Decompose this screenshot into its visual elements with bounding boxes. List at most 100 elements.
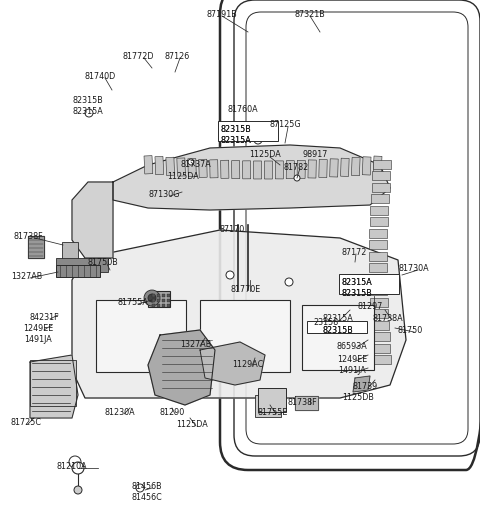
Bar: [373, 156, 382, 175]
Text: 82315B: 82315B: [221, 125, 252, 134]
Bar: [96, 300, 186, 372]
Bar: [152, 299, 155, 302]
Bar: [370, 309, 388, 318]
Bar: [308, 160, 316, 178]
Bar: [372, 343, 390, 353]
Text: 1125DB: 1125DB: [342, 393, 374, 402]
Text: 87130G: 87130G: [148, 190, 180, 199]
Text: 87191B: 87191B: [206, 10, 238, 19]
Text: 1125DA: 1125DA: [249, 150, 281, 159]
Bar: [221, 160, 229, 178]
Bar: [370, 206, 388, 215]
Text: 87172: 87172: [341, 248, 367, 257]
Text: 82315A: 82315A: [342, 278, 372, 287]
Circle shape: [254, 136, 262, 144]
Polygon shape: [353, 376, 370, 392]
Text: 81740D: 81740D: [84, 72, 116, 81]
Bar: [369, 252, 387, 261]
Text: 87125G: 87125G: [269, 120, 301, 129]
Bar: [372, 332, 390, 341]
Bar: [30, 360, 76, 406]
Text: 81456B: 81456B: [132, 482, 162, 491]
Bar: [372, 183, 390, 192]
Bar: [330, 159, 338, 177]
Circle shape: [144, 290, 160, 306]
Bar: [369, 263, 387, 272]
Circle shape: [285, 278, 293, 286]
Bar: [297, 160, 305, 179]
Text: 82315A: 82315A: [221, 136, 252, 145]
FancyBboxPatch shape: [339, 274, 399, 294]
Polygon shape: [148, 330, 215, 405]
Text: 84231F: 84231F: [29, 313, 59, 322]
Bar: [162, 299, 165, 302]
Text: 1491JA: 1491JA: [338, 366, 366, 375]
Text: 81750: 81750: [397, 326, 422, 335]
Polygon shape: [28, 236, 44, 258]
Bar: [155, 156, 164, 175]
Text: 81738F: 81738F: [287, 398, 317, 407]
Bar: [242, 161, 251, 179]
Text: 1125DA: 1125DA: [167, 172, 199, 181]
Bar: [371, 194, 389, 203]
Bar: [302, 305, 374, 370]
Bar: [258, 388, 286, 412]
Text: 1327AB: 1327AB: [180, 340, 212, 349]
Bar: [167, 299, 170, 302]
Bar: [264, 161, 273, 179]
Text: 82315B: 82315B: [72, 96, 103, 105]
Bar: [166, 157, 175, 176]
Text: 81739: 81739: [352, 382, 378, 391]
Text: 98917: 98917: [302, 150, 328, 159]
Bar: [199, 159, 207, 177]
Text: 81290: 81290: [159, 408, 185, 417]
Polygon shape: [72, 182, 113, 258]
Text: 81750B: 81750B: [88, 258, 119, 267]
Polygon shape: [295, 396, 318, 410]
Bar: [341, 158, 349, 177]
Bar: [167, 294, 170, 297]
Text: 81755A: 81755A: [118, 298, 148, 307]
Bar: [232, 160, 240, 179]
Text: 81755E: 81755E: [258, 408, 288, 417]
Bar: [148, 291, 170, 307]
Circle shape: [294, 175, 300, 181]
Bar: [371, 320, 389, 330]
Text: 23158: 23158: [313, 318, 338, 327]
Circle shape: [226, 271, 234, 279]
Text: 82315B: 82315B: [342, 289, 372, 298]
Bar: [373, 160, 391, 169]
Polygon shape: [72, 230, 406, 398]
Polygon shape: [30, 355, 78, 418]
Bar: [255, 395, 281, 417]
Bar: [370, 229, 387, 238]
Text: 82315A: 82315A: [72, 107, 103, 116]
Bar: [152, 294, 155, 297]
Bar: [319, 159, 327, 178]
Bar: [370, 217, 388, 226]
Bar: [372, 171, 390, 180]
Bar: [373, 355, 391, 364]
Text: 81725C: 81725C: [11, 418, 41, 427]
Circle shape: [188, 159, 194, 165]
Bar: [369, 275, 387, 284]
Text: 87126: 87126: [164, 52, 190, 61]
Text: 1491JA: 1491JA: [24, 335, 52, 344]
Bar: [56, 258, 108, 272]
Text: 1249EE: 1249EE: [337, 355, 367, 364]
Text: 87321B: 87321B: [295, 10, 325, 19]
Text: 81297: 81297: [357, 302, 383, 311]
Text: 86593A: 86593A: [336, 342, 367, 351]
Circle shape: [148, 294, 156, 302]
Text: 81782: 81782: [283, 163, 309, 172]
Bar: [144, 156, 153, 174]
Bar: [56, 265, 100, 277]
Text: 82315A: 82315A: [221, 136, 252, 145]
Bar: [157, 294, 160, 297]
Bar: [362, 157, 371, 175]
Circle shape: [72, 462, 84, 474]
Text: 82315B: 82315B: [342, 289, 372, 298]
FancyBboxPatch shape: [218, 121, 278, 141]
Bar: [162, 304, 165, 307]
Bar: [276, 161, 283, 179]
